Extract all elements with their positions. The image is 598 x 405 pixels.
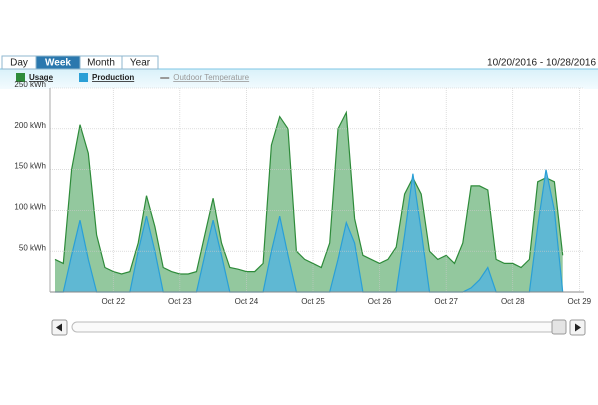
series-line [54, 110, 564, 275]
legend-label: Outdoor Temperature [173, 73, 249, 82]
tab[interactable]: Year [121, 55, 159, 70]
tab-label: Week [45, 58, 71, 69]
scroll-thumb[interactable] [551, 319, 567, 335]
legend-swatch [16, 73, 25, 82]
x-tick-label: Oct 24 [235, 297, 259, 306]
tab-label: Month [87, 58, 115, 69]
x-tick-label: Oct 23 [168, 297, 192, 306]
legend: Usage Production Outdoor Temperature [16, 73, 250, 82]
tab[interactable]: Week [35, 55, 81, 70]
tab-label: Year [130, 58, 151, 69]
y-tick-label: 100 kWh [14, 203, 46, 212]
legend-label: Production [92, 73, 134, 82]
x-tick-label: Oct 27 [434, 297, 458, 306]
tab-label: Day [10, 58, 28, 69]
legend-item[interactable]: Production [79, 73, 134, 82]
legend-label: Usage [29, 73, 54, 82]
x-tick-label: Oct 29 [568, 297, 592, 306]
x-tick-label: Oct 28 [501, 297, 525, 306]
arrow-left-icon [56, 323, 62, 332]
y-tick-label: 150 kWh [14, 162, 46, 171]
tab[interactable]: Month [79, 55, 123, 70]
legend-item[interactable]: Usage [16, 73, 54, 82]
tab-bar: Day Week Month Year [1, 55, 159, 70]
y-tick-label: 250 kWh [14, 80, 46, 89]
arrow-right-icon [575, 323, 581, 332]
y-tick-label: 50 kWh [19, 243, 46, 252]
tab-background [121, 55, 159, 70]
x-tick-label: Oct 26 [368, 297, 392, 306]
area-fill [55, 112, 563, 292]
plot: 50 kWh 100 kWh 150 kWh 200 kWh 250 kWh Oct 22… [14, 80, 591, 306]
x-tick-label: Oct 22 [101, 297, 125, 306]
legend-swatch [79, 73, 89, 82]
scroll-track[interactable] [71, 321, 565, 333]
plot-background [50, 88, 584, 292]
x-tick-label: Oct 25 [301, 297, 325, 306]
date-range: 10/20/2016 - 10/28/2016 [487, 58, 596, 69]
scrollbar [51, 319, 586, 336]
legend-item[interactable]: Outdoor Temperature [160, 73, 250, 82]
tab[interactable]: Day [1, 55, 37, 70]
y-tick-label: 200 kWh [14, 121, 46, 130]
legend-band [0, 69, 598, 89]
